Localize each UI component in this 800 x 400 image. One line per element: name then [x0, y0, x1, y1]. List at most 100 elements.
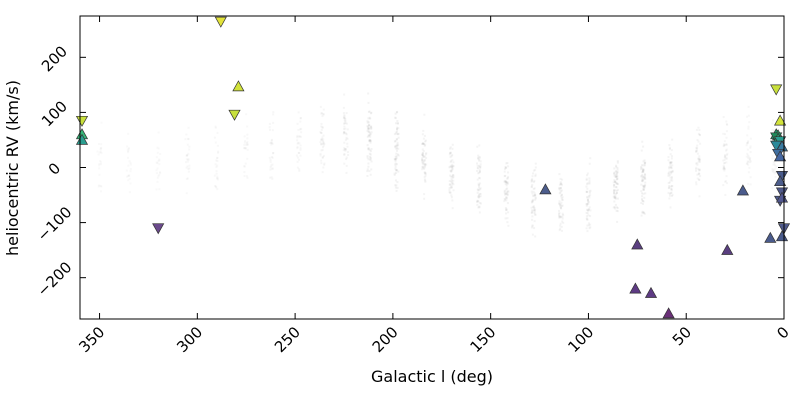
field-point [322, 134, 325, 137]
field-point [642, 145, 645, 148]
field-point [297, 141, 300, 144]
field-point [343, 122, 346, 125]
field-point [99, 184, 102, 187]
field-point [670, 194, 673, 197]
field-point [587, 214, 590, 217]
field-point [393, 173, 396, 176]
field-point [296, 156, 299, 159]
field-point [614, 186, 617, 189]
field-point [185, 166, 188, 169]
field-point [395, 111, 398, 114]
field-point [531, 200, 534, 203]
field-point [421, 153, 424, 156]
field-point [345, 133, 348, 136]
field-point [425, 152, 428, 155]
field-point [478, 156, 481, 159]
data-point-triangle [736, 184, 749, 196]
field-point [531, 224, 534, 227]
field-point [695, 150, 698, 153]
field-point [300, 131, 303, 134]
field-point [612, 184, 615, 187]
field-point [395, 189, 398, 192]
field-point [533, 210, 536, 213]
field-point [586, 172, 589, 175]
field-point [451, 182, 454, 185]
field-point [322, 166, 325, 169]
field-point [589, 194, 592, 197]
field-point [243, 165, 246, 168]
field-point [559, 203, 562, 206]
field-point [722, 145, 725, 148]
field-point [772, 163, 775, 166]
field-point [216, 178, 219, 181]
field-point [773, 157, 776, 160]
field-point [344, 148, 347, 151]
field-point [643, 162, 646, 165]
field-point [506, 182, 509, 185]
field-point [186, 158, 189, 161]
field-point [670, 188, 673, 191]
field-point [424, 143, 427, 146]
field-point [269, 160, 272, 163]
field-point [213, 174, 216, 177]
field-point [396, 153, 399, 156]
field-point [319, 105, 322, 108]
field-point [585, 227, 588, 230]
field-point [586, 182, 589, 185]
field-point [321, 156, 324, 159]
field-point [614, 173, 617, 176]
field-point [270, 139, 273, 142]
field-point [395, 149, 398, 152]
field-point [320, 162, 323, 165]
field-point [671, 138, 674, 141]
field-point [215, 186, 218, 189]
field-point [670, 161, 673, 164]
field-point [320, 138, 323, 141]
field-point [641, 180, 644, 183]
field-point [643, 164, 646, 167]
field-point [616, 168, 619, 171]
field-point [448, 183, 451, 186]
field-point [668, 197, 671, 200]
field-point [344, 132, 347, 135]
field-point [479, 167, 482, 170]
field-point [641, 202, 644, 205]
field-point [724, 180, 727, 183]
field-point [477, 193, 480, 196]
field-point [772, 171, 775, 174]
field-point [320, 138, 323, 141]
field-point [450, 155, 453, 158]
field-point [507, 211, 510, 214]
field-point [216, 157, 219, 160]
field-point [724, 157, 727, 160]
field-point [320, 143, 323, 146]
field-point [296, 136, 299, 139]
field-point [559, 190, 562, 193]
field-point [698, 155, 701, 158]
field-point [669, 206, 672, 209]
field-point [369, 125, 372, 128]
field-point [367, 165, 370, 168]
field-point [155, 188, 158, 191]
field-point [127, 132, 130, 135]
field-point [643, 212, 646, 215]
field-point [394, 159, 397, 162]
field-point [724, 144, 727, 147]
field-point [99, 148, 102, 151]
field-point [642, 188, 645, 191]
field-point [774, 175, 777, 178]
field-point [640, 149, 643, 152]
field-point [322, 138, 325, 141]
field-point [185, 161, 188, 164]
field-point [642, 160, 645, 163]
field-point [448, 180, 451, 183]
field-point [342, 149, 345, 152]
field-point [345, 156, 348, 159]
field-point [245, 142, 248, 145]
field-point [722, 164, 725, 167]
field-point [558, 183, 561, 186]
field-point [558, 202, 561, 205]
field-point [479, 187, 482, 190]
field-point [424, 139, 427, 142]
field-point [346, 128, 349, 131]
